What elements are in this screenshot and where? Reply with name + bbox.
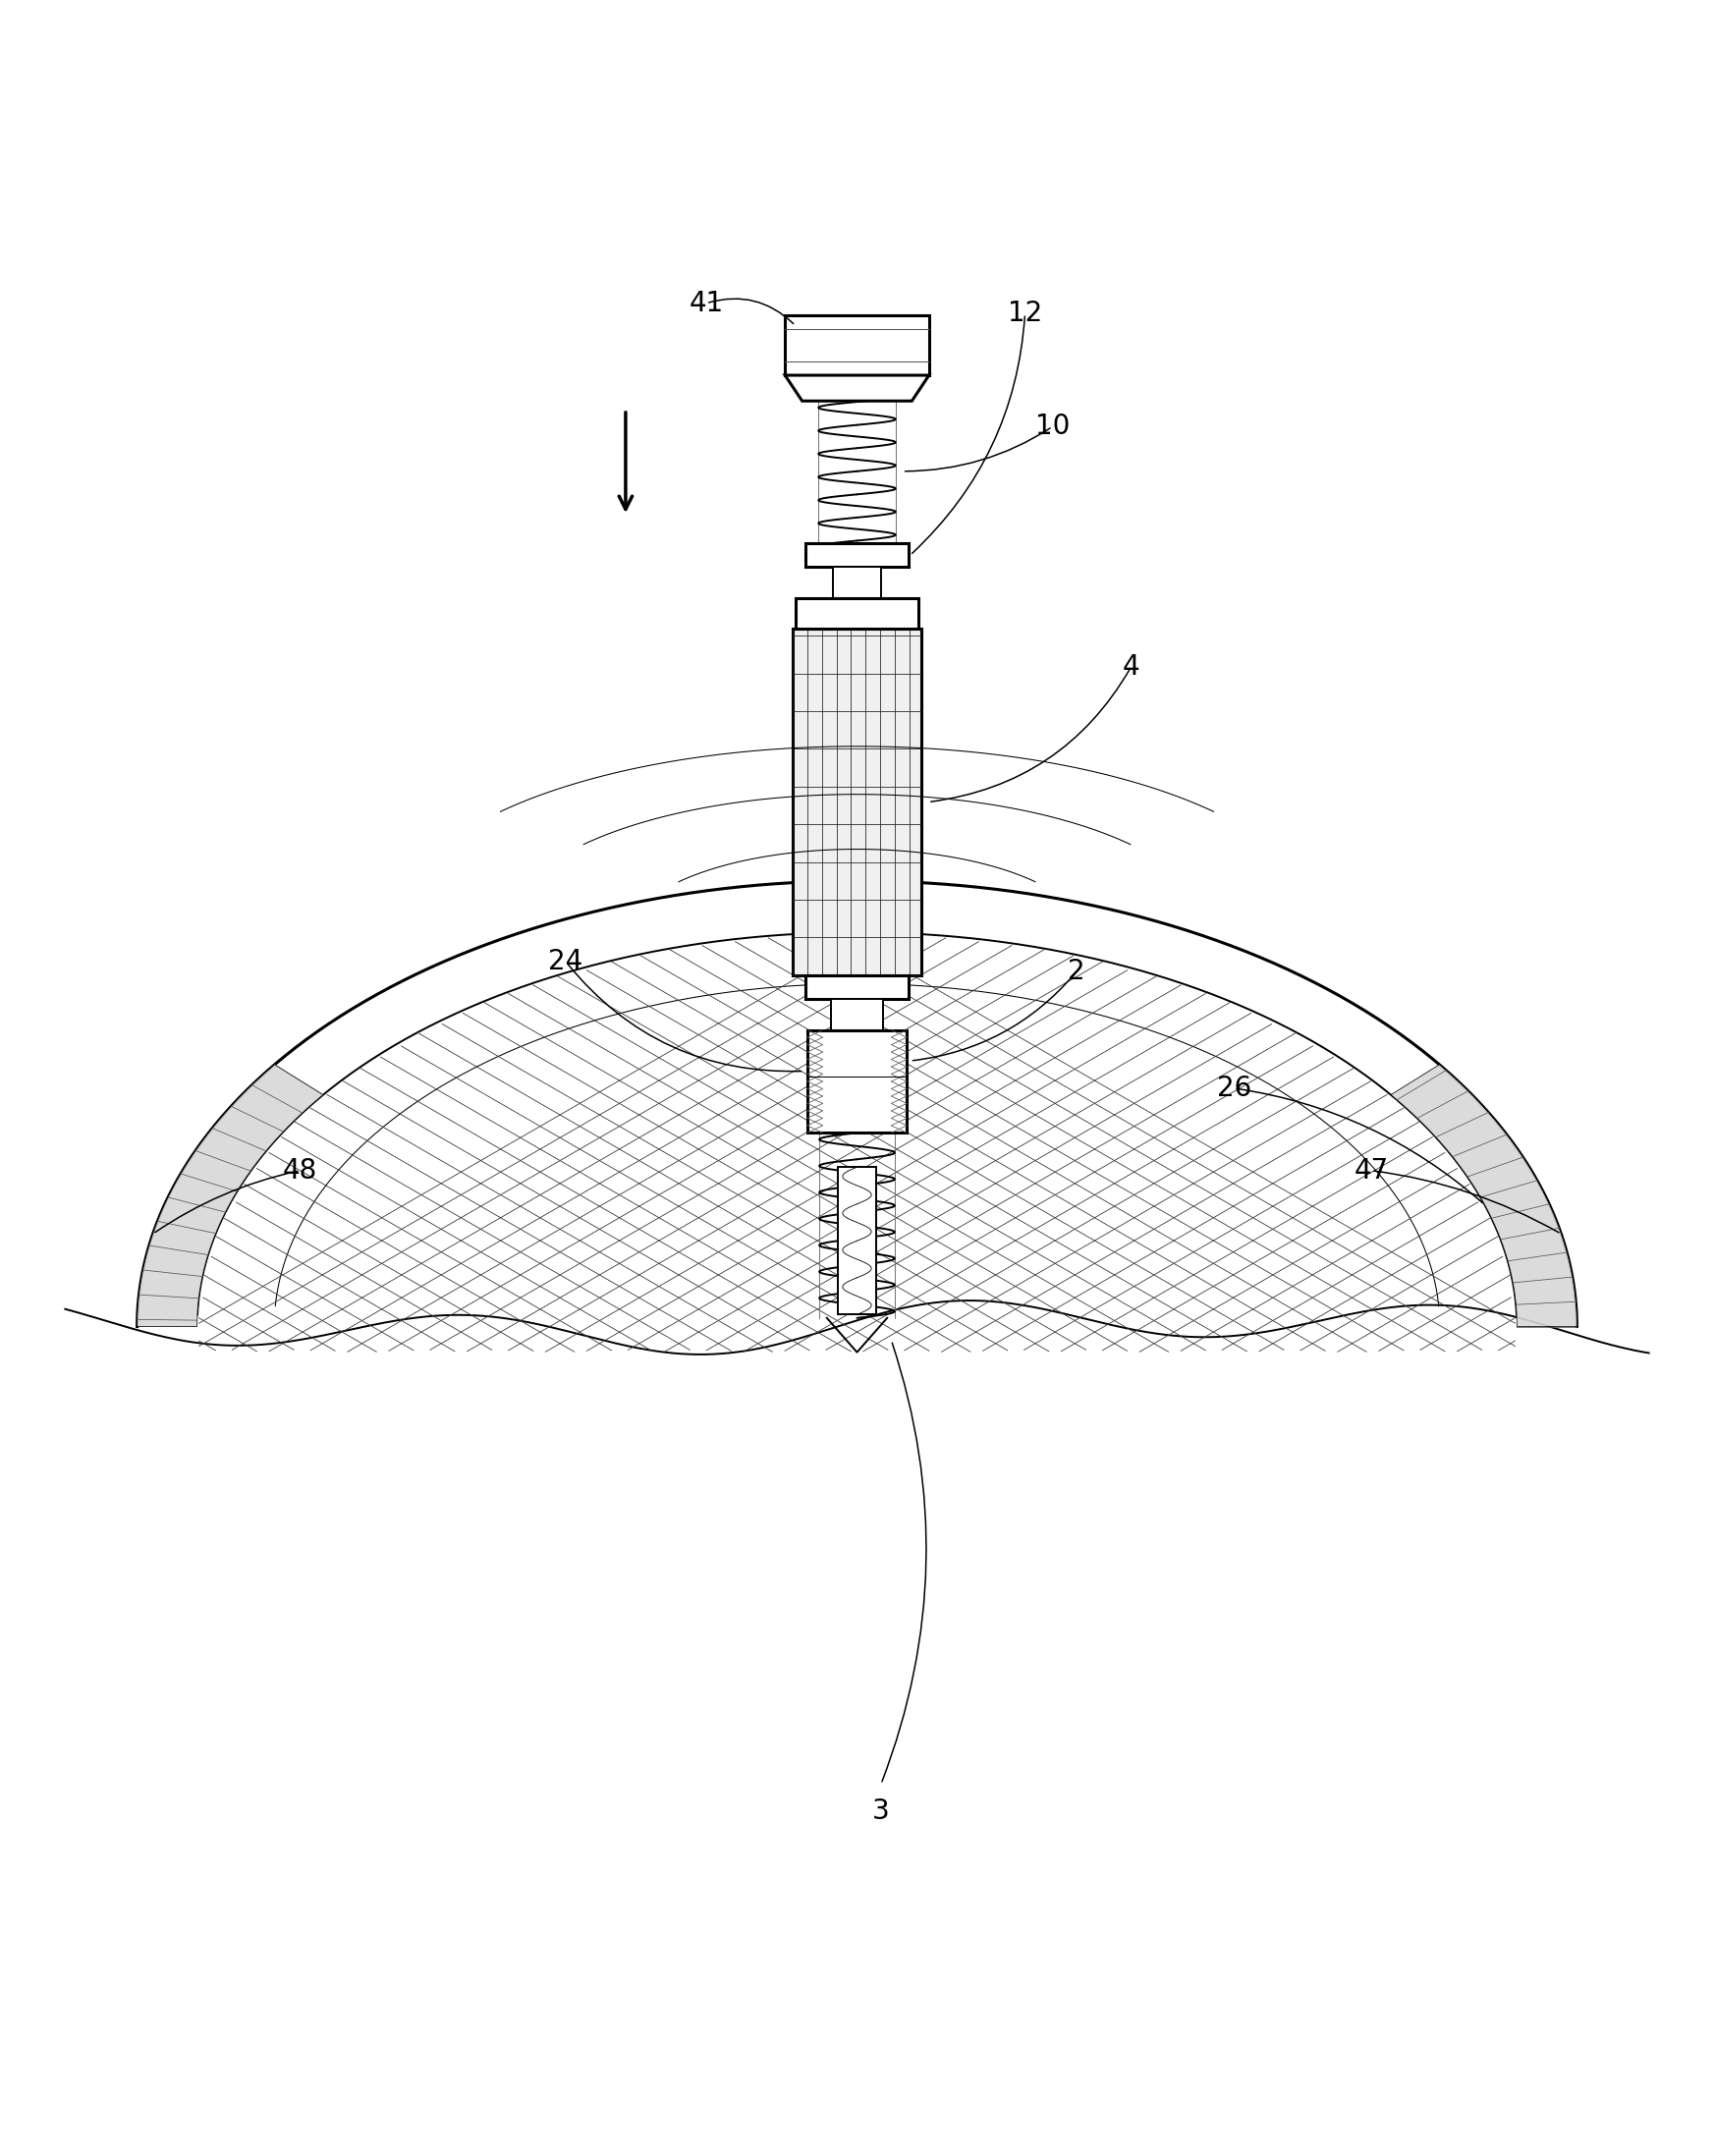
Text: 41: 41 — [689, 289, 723, 317]
Text: 48: 48 — [283, 1158, 317, 1184]
Bar — [833, 567, 881, 597]
Text: 4: 4 — [1123, 653, 1140, 681]
Text: 26: 26 — [1217, 1074, 1251, 1102]
Text: 3: 3 — [872, 1798, 890, 1826]
Polygon shape — [137, 1065, 324, 1326]
Bar — [838, 1166, 876, 1315]
Polygon shape — [1390, 1065, 1577, 1326]
Bar — [806, 543, 908, 567]
Bar — [806, 975, 908, 998]
Bar — [792, 630, 920, 975]
Polygon shape — [785, 375, 929, 401]
Text: 47: 47 — [1354, 1158, 1388, 1184]
Bar — [831, 998, 883, 1031]
Text: 10: 10 — [1035, 414, 1070, 440]
Text: 12: 12 — [1008, 300, 1042, 328]
Bar — [785, 315, 929, 375]
Bar — [795, 597, 919, 630]
Bar — [807, 1031, 907, 1132]
Text: 2: 2 — [1068, 957, 1085, 985]
Text: 24: 24 — [548, 949, 583, 975]
